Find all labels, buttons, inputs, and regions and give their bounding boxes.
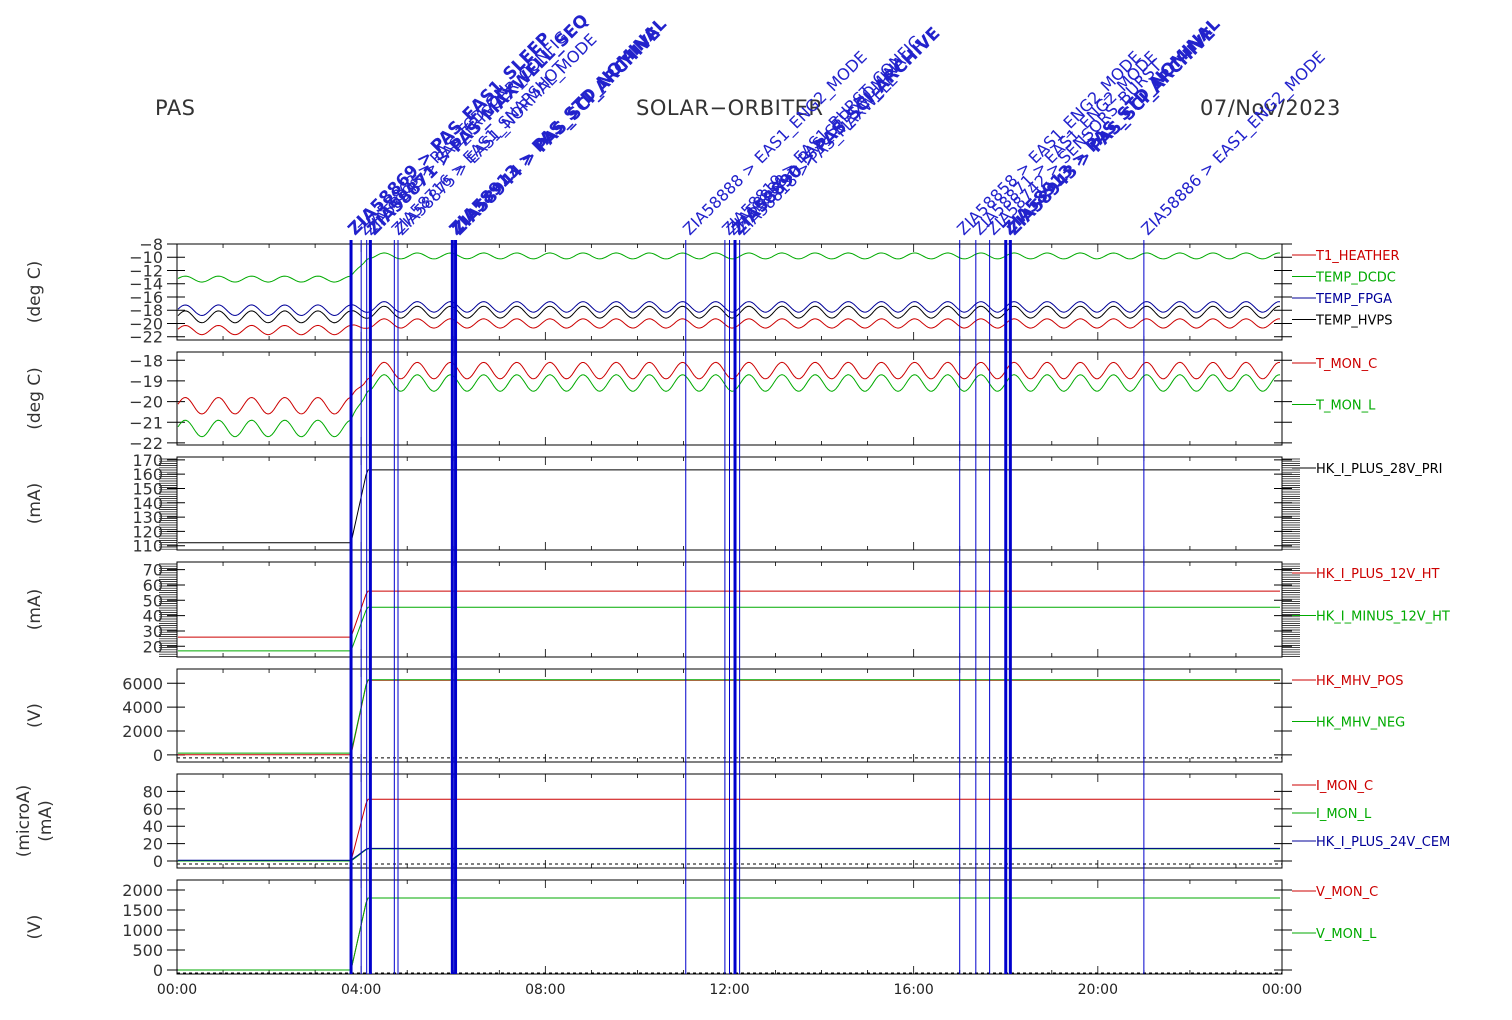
y-tick-label: −18 — [129, 351, 163, 370]
panel-unit-label: (deg C) — [25, 261, 45, 324]
y-tick-label: −16 — [129, 288, 163, 307]
y-tick-label: −22 — [129, 434, 163, 453]
panel-unit-label: (mA) — [25, 589, 45, 630]
legend-label: TEMP_FPGA — [1315, 292, 1392, 307]
y-tick-label: 130 — [132, 508, 163, 527]
legend-label: T1_HEATHER — [1315, 249, 1400, 264]
y-tick-label: −14 — [129, 275, 163, 294]
y-tick-label: 170 — [132, 451, 163, 470]
panel-unit-label: (mA) — [36, 800, 56, 841]
y-tick-label: 2000 — [122, 881, 163, 900]
x-tick-label: 20:00 — [1078, 982, 1118, 998]
header-date: 07/Nov/2023 — [1200, 96, 1341, 120]
event-marker-label: ZIA58742 > SENSORS_BURST — [983, 56, 1166, 239]
panel-unit-label: (microA) — [14, 785, 34, 858]
y-tick-label: 1500 — [122, 901, 163, 920]
x-tick-label: 12:00 — [709, 982, 749, 998]
y-tick-label: −8 — [139, 235, 163, 254]
legend-label: TEMP_HVPS — [1315, 314, 1392, 329]
y-tick-label: 60 — [143, 576, 163, 595]
y-tick-label: −21 — [129, 413, 163, 432]
y-tick-label: 30 — [143, 622, 163, 641]
y-tick-label: −12 — [129, 261, 163, 280]
y-tick-label: 70 — [143, 561, 163, 580]
x-tick-label: 00:00 — [1262, 982, 1302, 998]
y-tick-label: 60 — [143, 800, 163, 819]
legend-label: V_MON_L — [1316, 927, 1377, 942]
x-tick-label: 00:00 — [157, 982, 197, 998]
y-tick-label: 20 — [143, 637, 163, 656]
y-tick-label: 6000 — [122, 674, 163, 693]
event-marker-label: ZIA58858 > EAS1_ENG2_MODE — [953, 47, 1145, 239]
header-mission: SOLAR−ORBITER — [636, 96, 824, 120]
legend-label: V_MON_C — [1316, 885, 1378, 900]
legend-label: HK_I_MINUS_12V_HT — [1316, 610, 1450, 625]
y-tick-label: −20 — [129, 314, 163, 333]
y-tick-label: 0 — [153, 746, 163, 765]
legend-label: T_MON_L — [1315, 399, 1376, 414]
x-tick-label: 16:00 — [893, 982, 933, 998]
y-tick-label: 20 — [143, 835, 163, 854]
y-tick-label: −20 — [129, 393, 163, 412]
y-tick-label: 4000 — [122, 698, 163, 717]
legend-label: HK_I_PLUS_12V_HT — [1316, 567, 1440, 582]
y-tick-label: 160 — [132, 465, 163, 484]
panel-unit-label: (V) — [25, 703, 45, 728]
legend-label: HK_I_PLUS_24V_CEM — [1316, 835, 1450, 850]
panel-unit-label: (V) — [25, 915, 45, 940]
legend-label: HK_MHV_NEG — [1316, 716, 1405, 731]
header-instrument: PAS — [155, 96, 196, 120]
event-marker-label: ZIA58888 > EAS1_ENG2_MODE — [679, 47, 871, 239]
y-tick-label: 2000 — [122, 722, 163, 741]
x-tick-label: 04:00 — [341, 982, 381, 998]
y-tick-label: 40 — [143, 607, 163, 626]
x-tick-label: 08:00 — [525, 982, 565, 998]
y-tick-label: −19 — [129, 372, 163, 391]
y-tick-label: 0 — [153, 852, 163, 871]
y-tick-label: 40 — [143, 817, 163, 836]
panel-unit-label: (mA) — [25, 483, 45, 524]
y-tick-label: 150 — [132, 479, 163, 498]
y-tick-label: 140 — [132, 494, 163, 513]
legend-label: HK_I_PLUS_28V_PRI — [1316, 462, 1442, 477]
y-tick-label: 500 — [132, 941, 163, 960]
event-marker-label: ZIA58875 > EAS1_NORMAL_MODE — [391, 30, 601, 240]
y-tick-label: 50 — [143, 591, 163, 610]
y-tick-label: 120 — [132, 522, 163, 541]
legend-label: I_MON_C — [1316, 779, 1373, 794]
y-tick-label: 110 — [132, 537, 163, 556]
y-tick-label: −22 — [129, 328, 163, 347]
panel-unit-label: (deg C) — [25, 367, 45, 430]
legend-label: HK_MHV_POS — [1316, 674, 1404, 689]
event-marker-label: ZIA58943 > PAS_SCI_ARCHIVE — [1004, 24, 1220, 240]
legend-label: T_MON_C — [1315, 357, 1377, 372]
legend-label: TEMP_DCDC — [1315, 271, 1396, 286]
legend-label: I_MON_L — [1316, 807, 1372, 822]
y-tick-label: −10 — [129, 248, 163, 267]
y-tick-label: 80 — [143, 782, 163, 801]
y-tick-label: 0 — [153, 961, 163, 980]
y-tick-label: −18 — [129, 301, 163, 320]
y-tick-label: 1000 — [122, 921, 163, 940]
